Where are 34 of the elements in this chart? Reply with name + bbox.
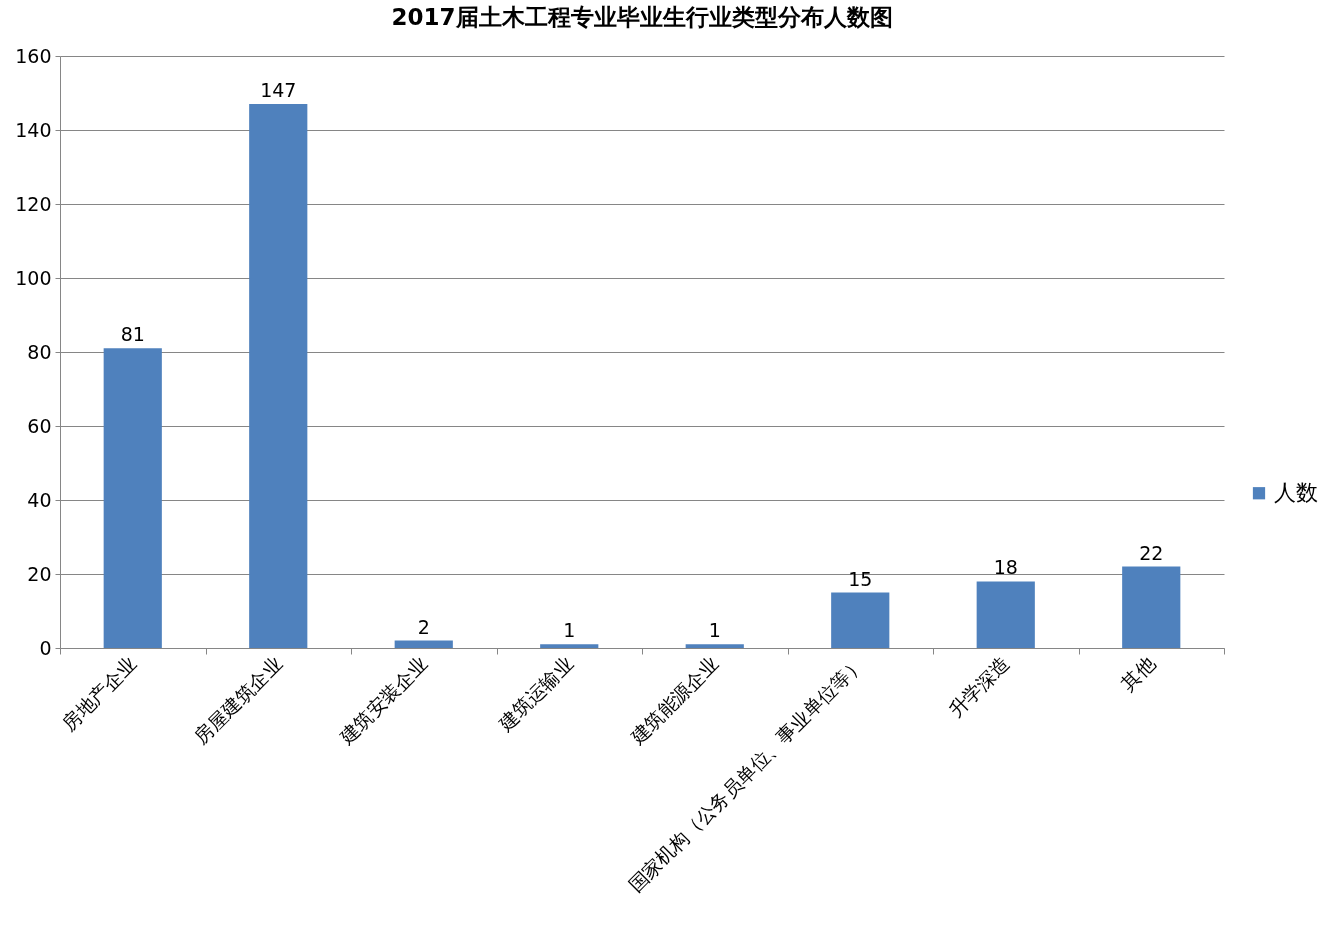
x-tick-label: 其他 xyxy=(1116,652,1159,695)
bar xyxy=(831,592,890,648)
data-label: 18 xyxy=(993,556,1018,579)
y-tick-label: 80 xyxy=(27,340,52,363)
legend-label: 人数 xyxy=(1274,480,1318,506)
x-tick-label: 建筑能源企业 xyxy=(625,652,723,749)
data-label: 81 xyxy=(120,323,145,346)
y-tick-label: 120 xyxy=(15,192,52,215)
y-tick-label: 40 xyxy=(27,488,52,511)
x-tick-label: 建筑安装企业 xyxy=(334,652,432,749)
data-label: 15 xyxy=(848,567,873,590)
y-tick-label: 140 xyxy=(15,118,52,141)
data-label: 147 xyxy=(260,79,297,102)
x-tick-label: 建筑运输业 xyxy=(493,652,577,736)
y-tick-label: 0 xyxy=(39,636,52,659)
data-label: 2 xyxy=(417,615,430,638)
data-label: 1 xyxy=(708,619,721,642)
x-tick-label: 升学深造 xyxy=(944,652,1014,722)
x-tick-label: 房地产企业 xyxy=(57,652,141,735)
x-tick-label: 房屋建筑企业 xyxy=(189,652,286,749)
y-tick-label: 20 xyxy=(27,562,52,585)
bar xyxy=(249,104,308,648)
bar xyxy=(1122,566,1181,648)
data-label: 1 xyxy=(563,619,576,642)
data-label: 22 xyxy=(1139,541,1164,564)
y-tick-label: 100 xyxy=(15,266,52,289)
bar xyxy=(540,644,599,648)
y-tick-label: 60 xyxy=(27,414,52,437)
bar xyxy=(976,581,1035,648)
bar xyxy=(394,640,453,648)
y-tick-label: 160 xyxy=(15,44,52,67)
chart-title: 2017届土木工程专业毕业生行业类型分布人数图 xyxy=(391,4,893,30)
bar xyxy=(103,348,162,648)
bar xyxy=(685,644,744,648)
